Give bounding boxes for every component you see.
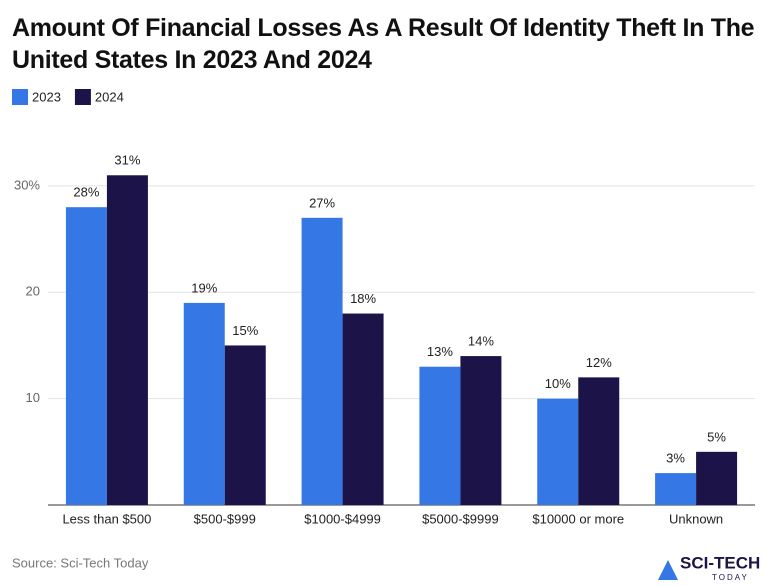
legend-label: 2024 xyxy=(95,89,124,104)
bar xyxy=(183,302,225,505)
bar xyxy=(537,398,579,505)
bar xyxy=(655,473,697,505)
value-label: 14% xyxy=(468,334,494,349)
bar xyxy=(696,451,738,505)
bar xyxy=(106,175,148,506)
y-tick-label: 10 xyxy=(26,390,40,405)
chart-title: Amount Of Financial Losses As A Result O… xyxy=(12,14,755,74)
bar xyxy=(419,366,461,505)
value-label: 31% xyxy=(114,153,140,168)
value-label: 19% xyxy=(191,280,217,295)
value-label: 18% xyxy=(350,291,376,306)
bar xyxy=(342,313,384,505)
bar xyxy=(224,345,266,505)
bar xyxy=(460,356,502,505)
logo-name: SCI-TECH xyxy=(680,553,760,572)
y-tick-label: 30% xyxy=(14,177,40,192)
bar xyxy=(65,207,107,505)
value-label: 28% xyxy=(73,185,99,200)
bar xyxy=(578,377,620,505)
legend-label: 2023 xyxy=(32,89,61,104)
x-tick-label: $10000 or more xyxy=(532,511,624,526)
x-tick-label: $500-$999 xyxy=(194,511,256,526)
x-tick-label: $5000-$9999 xyxy=(422,511,499,526)
x-tick-label: Less than $500 xyxy=(62,511,151,526)
value-label: 3% xyxy=(666,451,685,466)
legend-swatch xyxy=(12,89,28,105)
value-label: 5% xyxy=(707,429,726,444)
logo-tagline: TODAY xyxy=(712,573,749,582)
bar xyxy=(301,217,343,505)
logo-icon xyxy=(658,560,678,580)
legend-swatch xyxy=(74,89,91,105)
y-tick-label: 20 xyxy=(26,284,40,299)
value-label: 15% xyxy=(232,323,258,338)
value-label: 12% xyxy=(586,355,612,370)
x-tick-label: Unknown xyxy=(669,511,723,526)
value-label: 10% xyxy=(545,376,571,391)
x-tick-label: $1000-$4999 xyxy=(304,511,381,526)
source: Source: Sci-Tech Today xyxy=(12,555,149,570)
value-label: 27% xyxy=(309,195,335,210)
value-label: 13% xyxy=(427,344,453,359)
